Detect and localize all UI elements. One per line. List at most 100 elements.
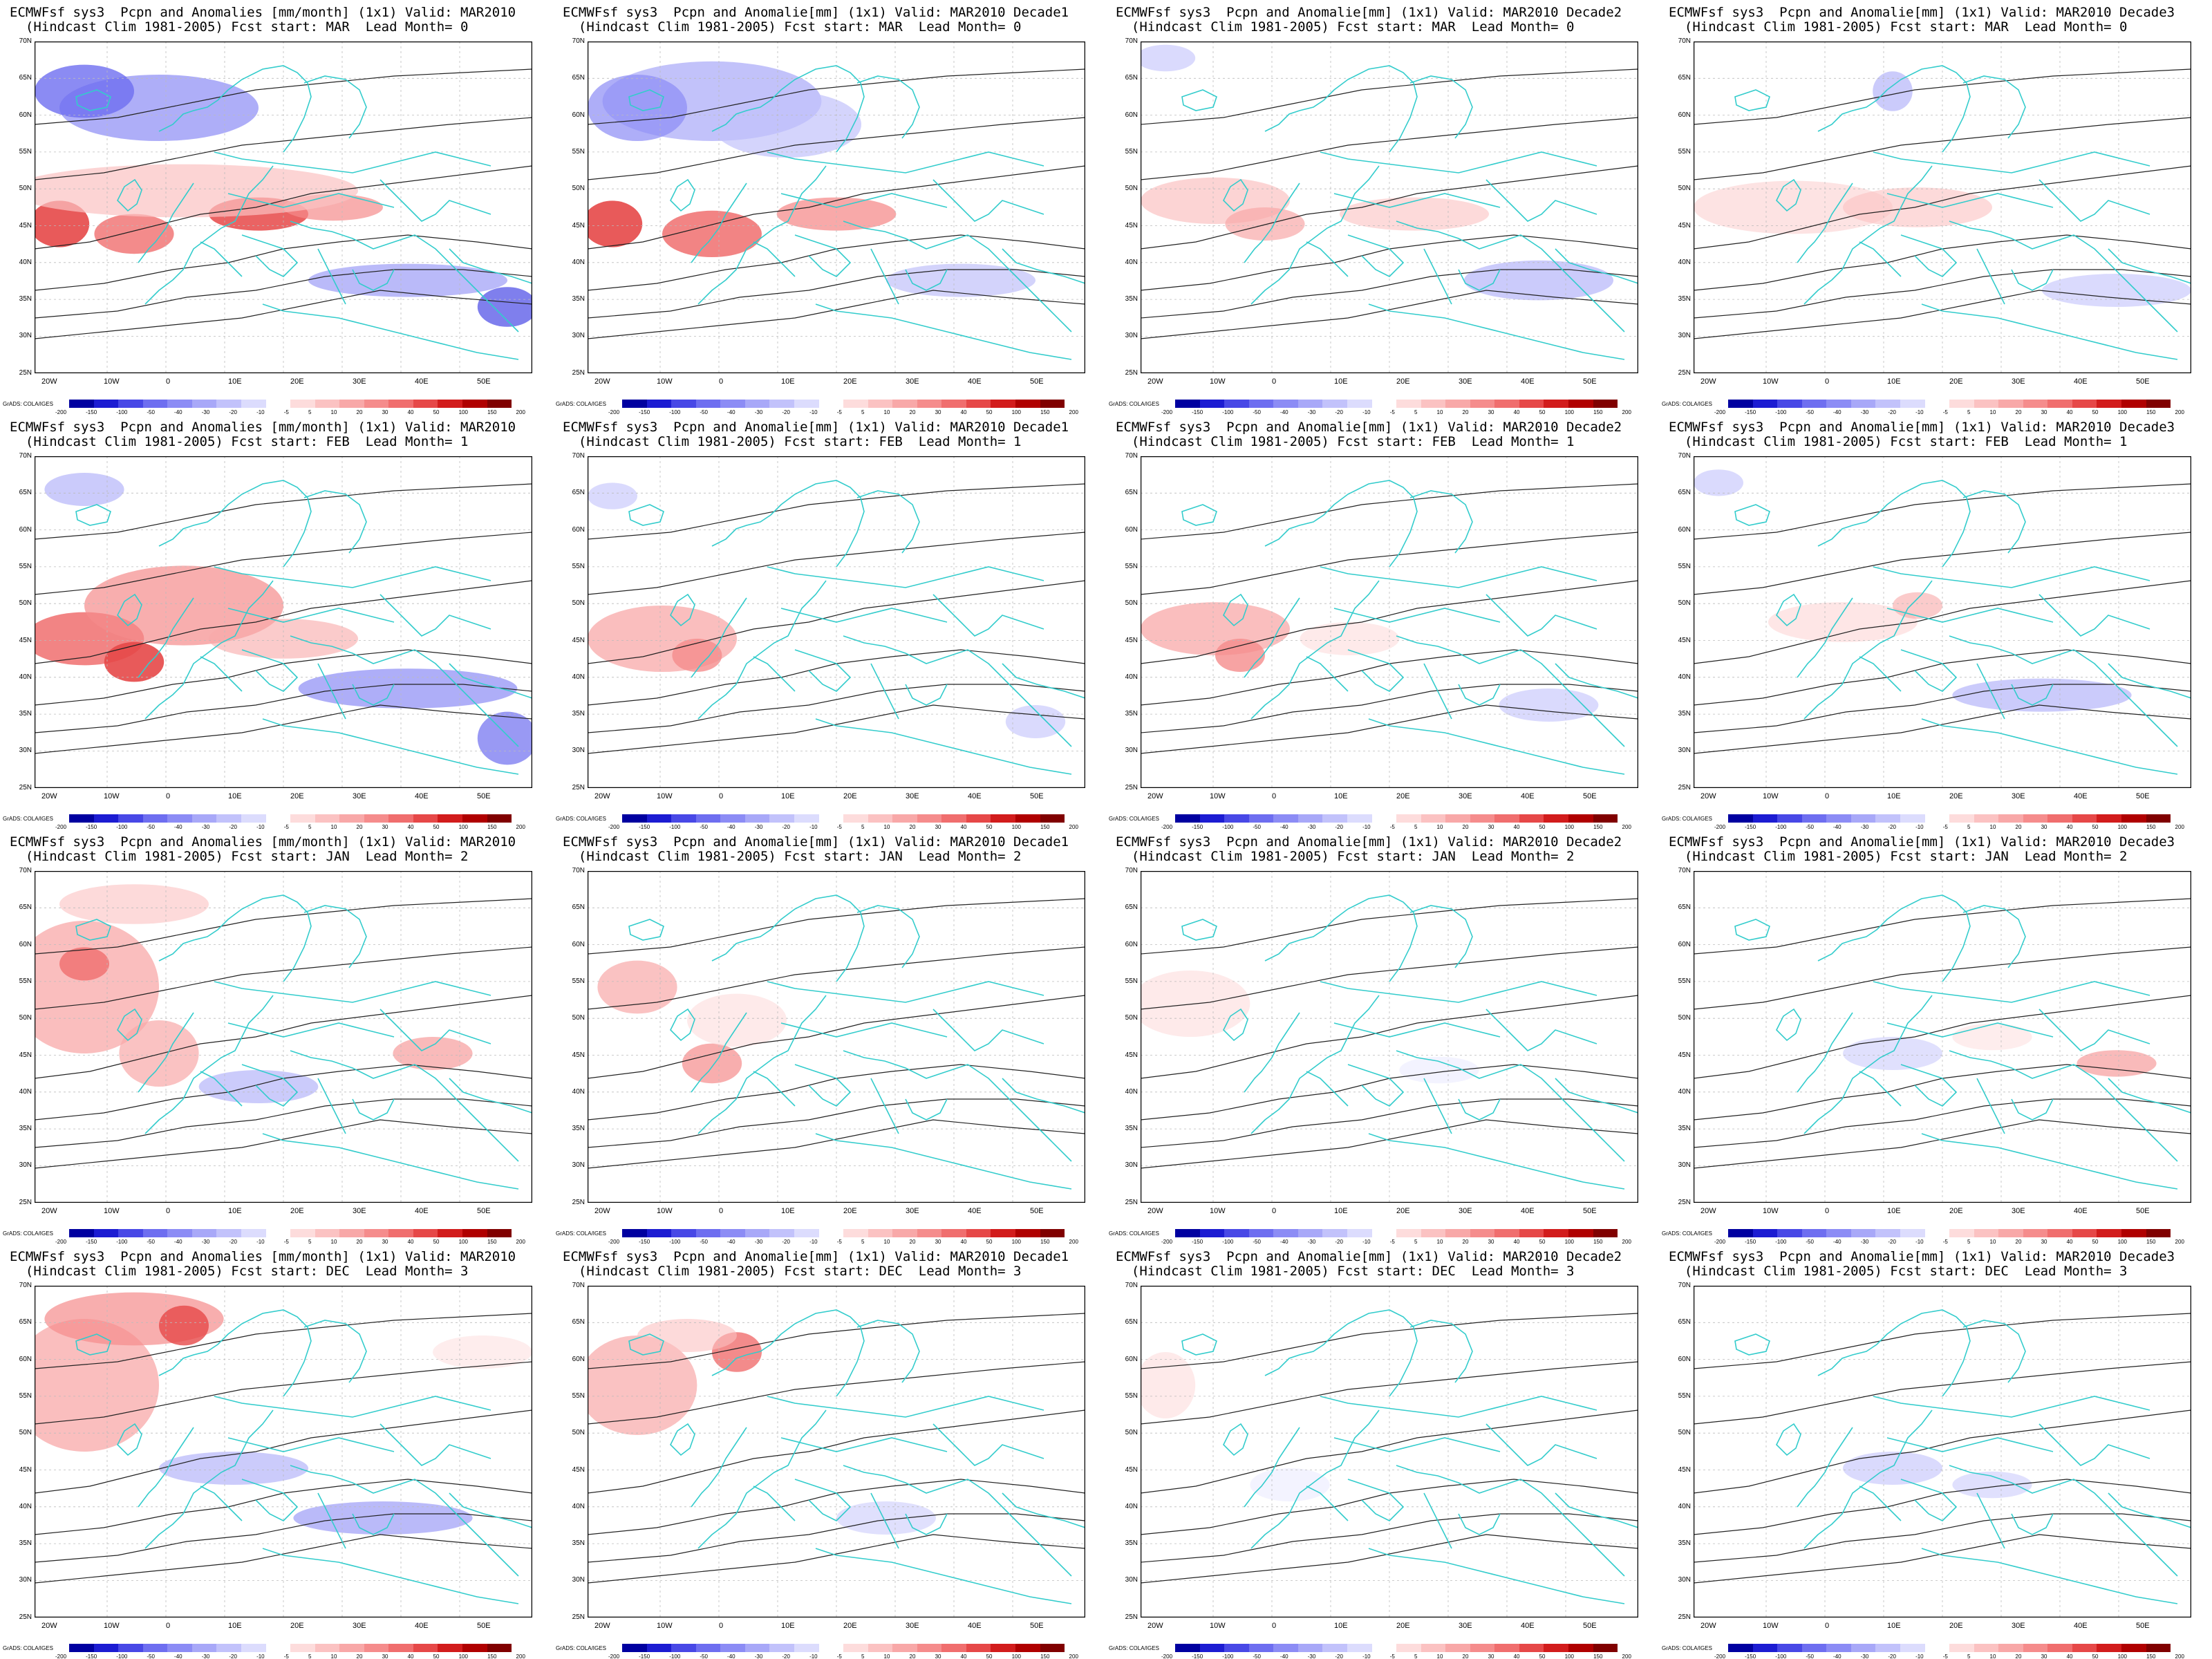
colorbar-swatch: [1371, 814, 1397, 823]
colorbar-tick-label: 200: [2175, 409, 2184, 415]
coastline: [1409, 1320, 1473, 1383]
colorbar-tick-label: 50: [986, 824, 993, 830]
lat-label: 30N: [1678, 747, 1691, 755]
colorbar-tick-label: 30: [1488, 1239, 1494, 1244]
anomaly-shading: [393, 1037, 473, 1070]
lat-label: 60N: [572, 111, 585, 119]
colorbar-swatch: [1224, 814, 1249, 823]
coastline: [200, 1071, 243, 1107]
anomaly-shading: [588, 200, 643, 247]
panel-title: ECMWFsf sys3 Pcpn and Anomalie[mm] (1x1)…: [1669, 420, 2175, 449]
coastline: [1368, 1133, 1625, 1190]
map-border: [35, 456, 532, 788]
coastline: [2108, 1078, 2191, 1114]
panel-title: ECMWFsf sys3 Pcpn and Anomalie[mm] (1x1)…: [1116, 6, 1622, 35]
colorbar-tick-label: 10: [1989, 1239, 1996, 1244]
colorbar-swatch: [93, 814, 119, 823]
coastline: [780, 1437, 948, 1452]
lon-label: 10W: [1763, 792, 1779, 800]
lon-label: 20E: [290, 377, 304, 386]
coastline: [1347, 649, 1405, 692]
lat-label: 55N: [1125, 147, 1138, 156]
colorbar-tick-label: 30: [2041, 1653, 2047, 1659]
lat-label: 25N: [19, 1613, 32, 1621]
colorbar-tick-label: 10: [883, 1653, 890, 1659]
lat-label: 45N: [1125, 221, 1138, 229]
colorbar-swatch: [69, 1229, 94, 1237]
colorbar-ticks: -200 -150 -100 -50 -40 -30 -20 -10 -5 5 10 20 30 40 50…: [55, 824, 525, 830]
coastline: [1485, 594, 1597, 637]
anomaly-shading: [293, 1501, 473, 1535]
colorbar-tick-label: -10: [1362, 1653, 1371, 1659]
colorbar-tick-label: -10: [1915, 1653, 1924, 1659]
colorbar-tick-label: -30: [1860, 1653, 1869, 1659]
climatology-contour: [1694, 684, 2191, 733]
lon-label: 50E: [477, 792, 491, 800]
coastline: [2038, 594, 2150, 637]
coastline: [1181, 504, 1217, 526]
colorbar-swatch: [2072, 400, 2097, 408]
colorbar-swatch: [1900, 1644, 1925, 1652]
climatology-contour: [588, 483, 1085, 540]
colorbar-swatch: [892, 814, 917, 823]
lat-label: 30N: [19, 1576, 32, 1584]
colorbar-tick-label: 30: [1488, 409, 1494, 415]
coastline: [815, 718, 1072, 775]
coastline: [1002, 663, 1085, 699]
colorbar-swatch: [1801, 1229, 1827, 1237]
lon-label: 30E: [2012, 377, 2025, 386]
coastline: [1776, 1008, 1801, 1042]
lat-label: 70N: [1125, 1282, 1138, 1289]
lon-label: 40E: [415, 1622, 429, 1630]
colorbar-swatch: [2121, 814, 2146, 823]
colorbar-tick-label: -10: [256, 1653, 265, 1659]
anomaly-shading: [1952, 678, 2132, 712]
panel-title-line1: ECMWFsf sys3 Pcpn and Anomalie[mm] (1x1)…: [1669, 5, 2175, 20]
coastline: [1223, 1423, 1248, 1456]
coastline: [856, 75, 920, 139]
climatology-contour: [588, 1409, 1085, 1494]
colorbar-swatch: [695, 400, 721, 408]
colorbar-swatch: [917, 814, 942, 823]
coastline: [2011, 1098, 2054, 1121]
colorbar-swatch: [1949, 814, 1974, 823]
lon-label: 10W: [1210, 1207, 1226, 1215]
colorbar-tick-label: 30: [1488, 824, 1494, 830]
colorbar-swatch: [1544, 400, 1568, 408]
coastline: [303, 1320, 367, 1383]
colorbar-swatch: [413, 1229, 438, 1237]
colorbar-tick-label: -40: [727, 824, 735, 830]
panel-title-line2: (Hindcast Clim 1981-2005) Fcst start: FE…: [1116, 434, 1575, 449]
coastline: [1555, 663, 1638, 699]
colorbar-tick-label: 5: [308, 409, 312, 415]
grads-credit: GrADS: COLA/IGES: [1662, 1645, 1712, 1651]
coastline: [227, 193, 395, 208]
lat-label: 30N: [572, 1161, 585, 1170]
lon-label: 10W: [657, 377, 673, 386]
colorbar-tick-label: -30: [1307, 1239, 1316, 1244]
lat-label: 35N: [572, 1125, 585, 1133]
lat-label: 45N: [1125, 1051, 1138, 1059]
climatology-contour: [1694, 1361, 2191, 1425]
lat-label: 25N: [1125, 783, 1138, 791]
coastline: [1797, 1427, 1853, 1508]
colorbar-tick-label: -100: [669, 1653, 681, 1659]
coastline: [352, 1513, 395, 1535]
colorbar-swatch: [1015, 1229, 1040, 1237]
colorbar-tick-label: 150: [1040, 1239, 1050, 1244]
lon-label: 30E: [1459, 377, 1472, 386]
colorbar-tick-label: -30: [1860, 824, 1869, 830]
lon-label: 10E: [1334, 377, 1348, 386]
lon-label: 10E: [1887, 1207, 1901, 1215]
colorbar-swatch: [1175, 1644, 1200, 1652]
lon-label: 50E: [477, 377, 491, 386]
colorbar-swatch: [1273, 814, 1298, 823]
colorbar-ticks: -200 -150 -100 -50 -40 -30 -20 -10 -5 5 10 20 30 40 50…: [1714, 824, 2184, 830]
colorbar-swatch: [462, 400, 487, 408]
lat-label: 30N: [1125, 1161, 1138, 1170]
map-frame: [1694, 1286, 2191, 1618]
colorbar-ticks: -200 -150 -100 -50 -40 -30 -20 -10 -5 5 10 20 30 40 50…: [1714, 409, 2184, 415]
lat-label: 35N: [1678, 1539, 1691, 1548]
colorbar-swatch: [364, 814, 389, 823]
colorbar-swatch: [462, 1644, 487, 1652]
